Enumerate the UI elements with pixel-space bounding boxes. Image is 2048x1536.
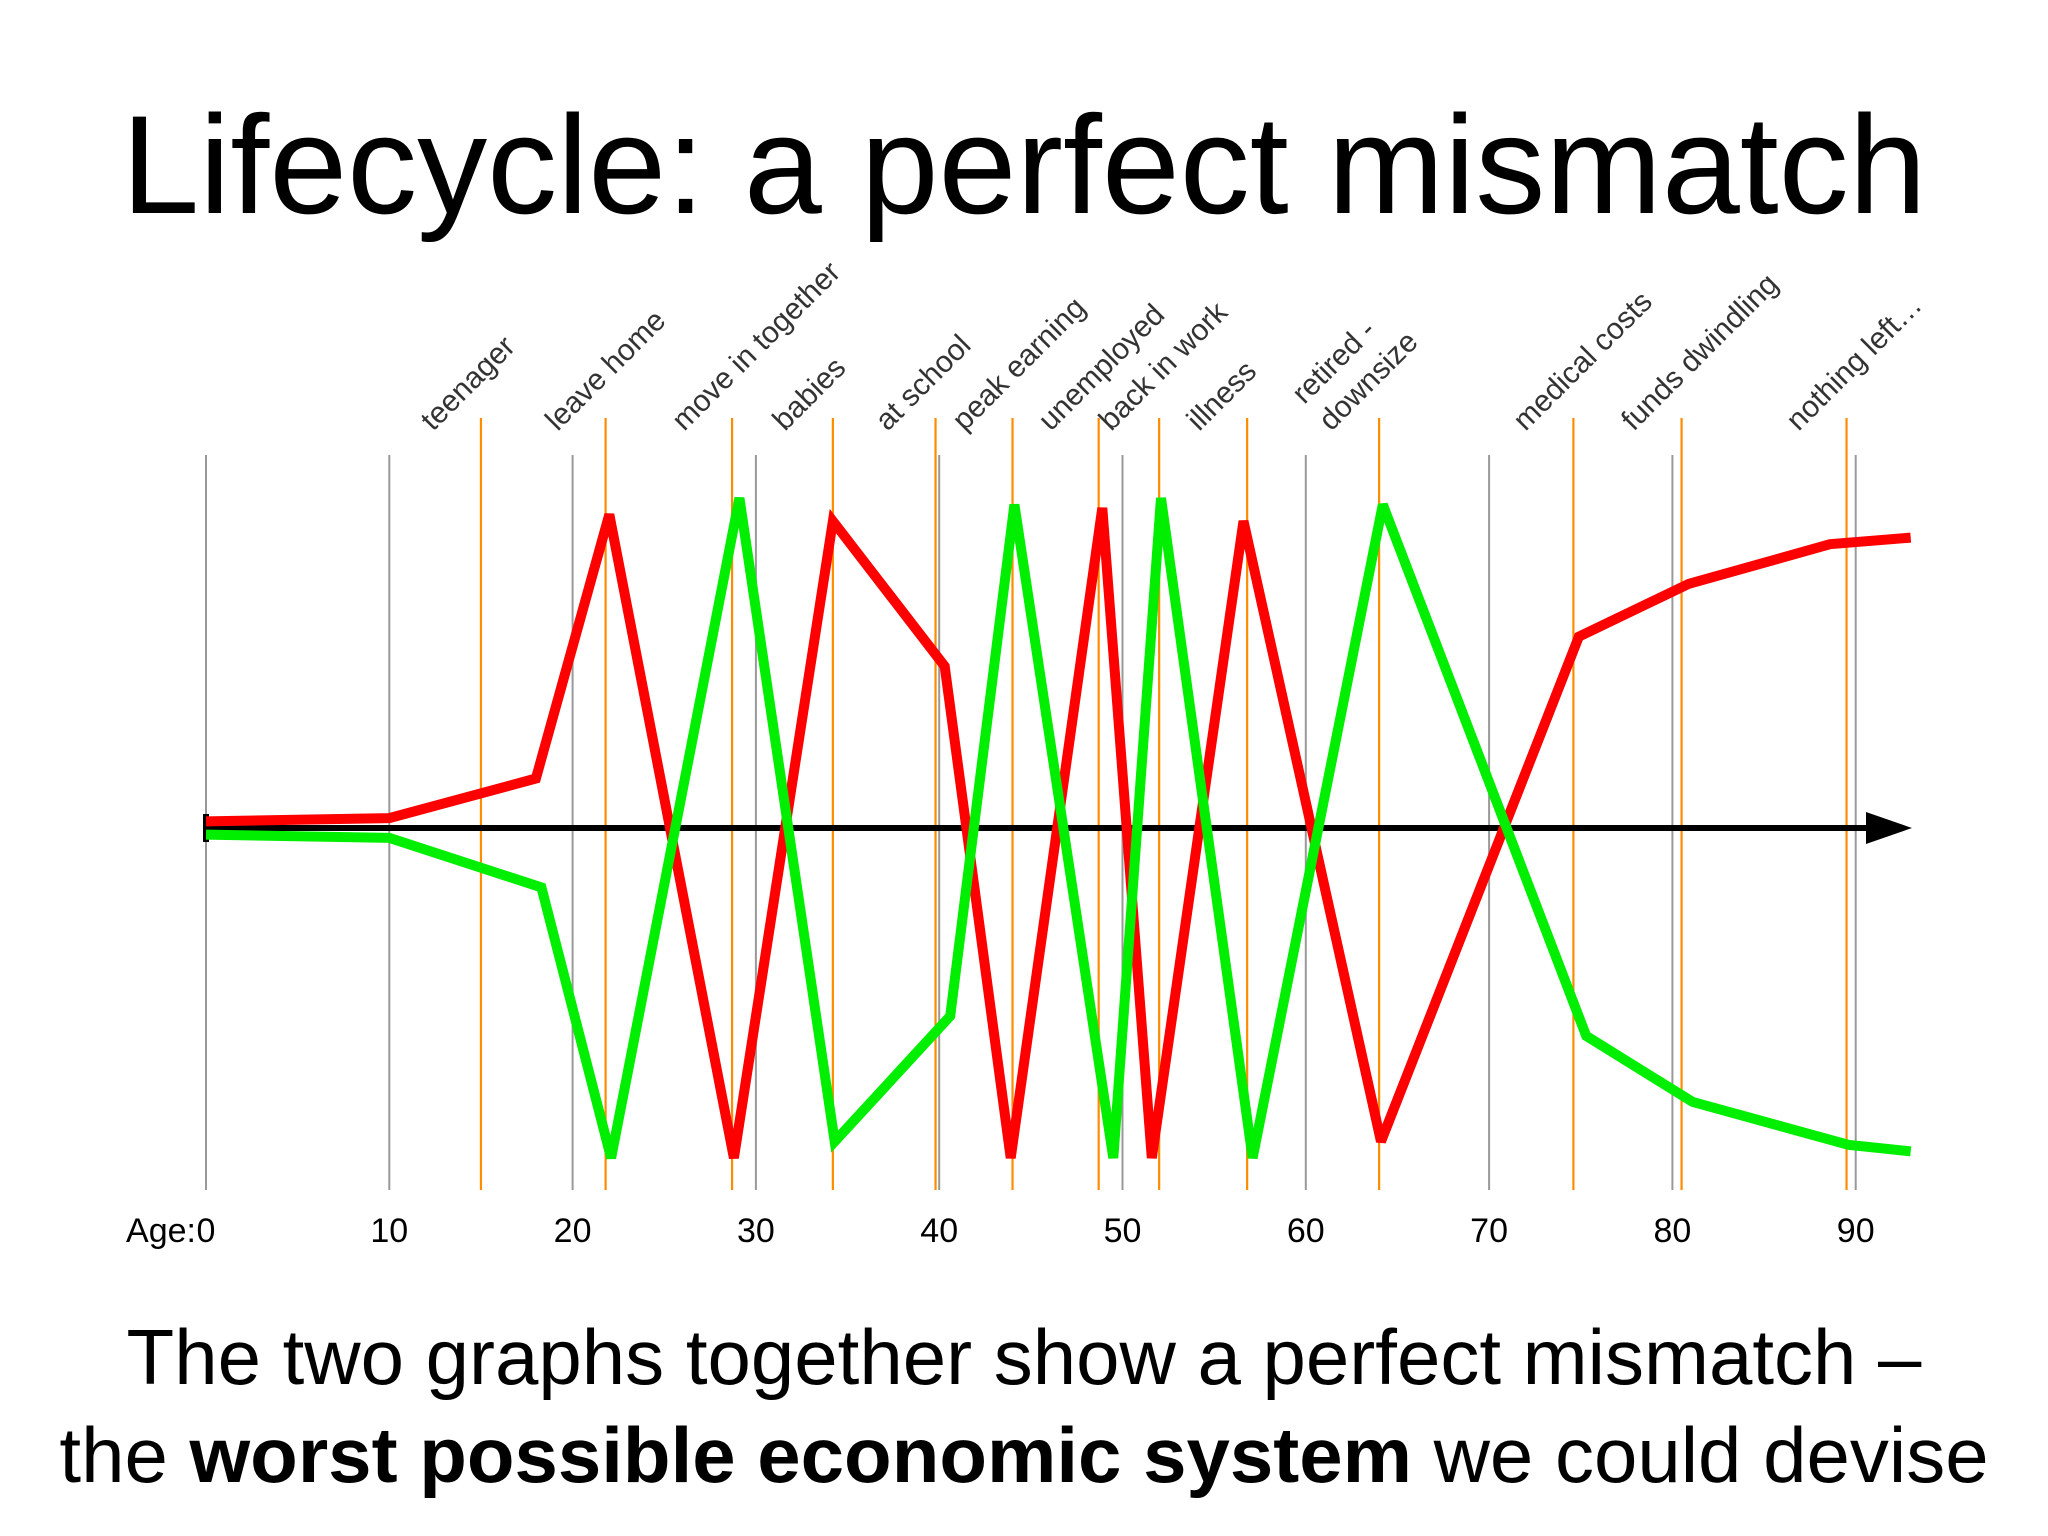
caption-emphasis: worst possible economic system (189, 1411, 1412, 1499)
x-tick-label: 70 (1470, 1212, 1508, 1250)
x-tick-labels: Age: 0 10 20 30 40 50 60 70 80 90 (126, 1212, 1875, 1250)
caption-line-2: the worst possible economic system we co… (0, 1406, 2048, 1504)
grid-lines (205, 455, 1857, 1190)
event-label: retired -downsize (1286, 298, 1425, 437)
x-tick-label: 20 (554, 1212, 592, 1250)
series-lines (205, 497, 1912, 1160)
x-tick-label: 30 (737, 1212, 775, 1250)
slide-title: Lifecycle: a perfect mismatch (121, 86, 1927, 243)
caption: The two graphs together show a perfect m… (0, 1308, 2048, 1504)
caption-text-after: we could devise (1411, 1411, 1989, 1499)
x-tick-label: 60 (1287, 1212, 1325, 1250)
x-tick-label: 40 (920, 1212, 958, 1250)
series-line-2 (205, 497, 1912, 1160)
x-tick-label: 80 (1653, 1212, 1691, 1250)
event-label: teenager (415, 330, 522, 437)
x-tick-label: 0 (197, 1212, 216, 1250)
event-label: move in together (666, 256, 847, 437)
x-tick-label: 50 (1104, 1212, 1142, 1250)
x-axis-arrowhead (1866, 812, 1912, 844)
event-label: babies (767, 351, 853, 437)
event-label: leave home (539, 304, 672, 437)
x-tick-label: 90 (1837, 1212, 1875, 1250)
caption-line-1: The two graphs together show a perfect m… (126, 1313, 1922, 1401)
caption-text-before: the (59, 1411, 190, 1499)
x-tick-label: 10 (370, 1212, 408, 1250)
event-label: nothing left… (1780, 289, 1928, 437)
series-line-1 (205, 507, 1912, 1159)
x-axis-prefix: Age: (126, 1212, 196, 1250)
event-label: illness (1181, 355, 1263, 437)
